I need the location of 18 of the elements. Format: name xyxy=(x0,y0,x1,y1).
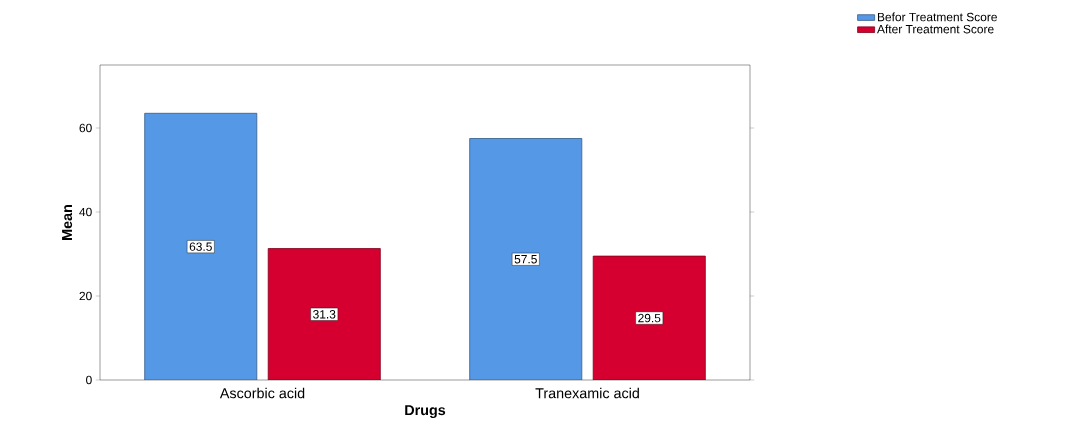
y-tick-label: 60 xyxy=(79,123,92,133)
y-tick-label: 20 xyxy=(79,291,92,301)
x-tick-label: Ascorbic acid xyxy=(219,387,305,399)
y-tick-label: 40 xyxy=(79,207,92,217)
data-label: 29.5 xyxy=(638,313,661,323)
bar xyxy=(144,112,258,380)
bar xyxy=(469,138,583,380)
y-tick-label: 0 xyxy=(86,375,92,385)
legend-label: After Treatment Score xyxy=(877,24,994,34)
bar xyxy=(267,248,381,380)
x-axis-title: Drugs xyxy=(405,405,446,419)
x-tick-label: Tranexamic acid xyxy=(535,387,639,399)
y-axis-title: Mean xyxy=(62,205,73,240)
data-label: 63.5 xyxy=(189,242,212,251)
legend-label: Befor Treatment Score xyxy=(877,12,997,22)
bar xyxy=(592,255,706,380)
data-label: 57.5 xyxy=(514,255,537,264)
data-label: 31.3 xyxy=(313,310,336,319)
